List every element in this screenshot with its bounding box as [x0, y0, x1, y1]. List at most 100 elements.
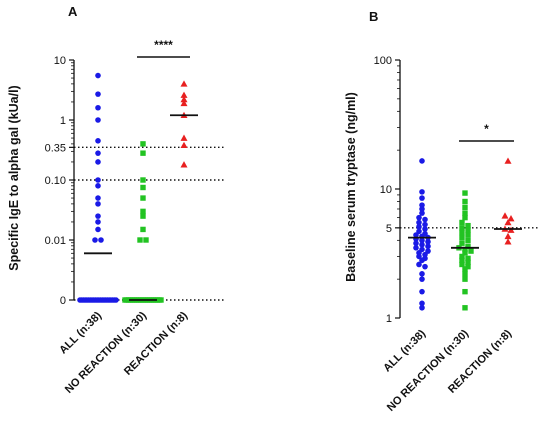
panel-b-point-s0-1	[419, 189, 425, 195]
panel-b-point-s0-6	[416, 214, 422, 221]
panel-b-point-s0-11	[422, 226, 428, 232]
panel-b-point-s0-22	[425, 243, 431, 250]
panel-b-point-s0-36	[419, 300, 425, 307]
panel-b-point-s0-18	[419, 237, 425, 244]
panel-a-point-s0-9	[95, 195, 101, 201]
panel-a-y-tick-label-5: 0	[60, 295, 66, 307]
panel-b-letter: B	[369, 9, 378, 24]
panel-b-point-s1-16	[462, 246, 468, 253]
panel-a-y-tick-label-1: 1	[60, 115, 66, 127]
panel-b-point-s0-34	[419, 276, 425, 282]
panel-a-point-s1-29	[158, 297, 164, 303]
panel-b-point-s0-20	[413, 240, 419, 247]
panel-b-point-s1-9	[459, 229, 465, 236]
panel-a-point-s0-7	[95, 177, 101, 183]
panel-b-point-s1-29	[462, 305, 468, 311]
panel-a-y-tick-label-2: 0.35	[45, 142, 66, 154]
panel-b-point-s0-32	[422, 263, 428, 270]
panel-b-point-s1-3	[462, 210, 468, 216]
panel-b-point-s0-2	[419, 195, 425, 201]
panel-b-point-s2-3	[504, 218, 512, 226]
panel-b-point-s1-0	[462, 190, 468, 196]
panel-a-point-s0-15	[98, 237, 104, 243]
panel-b-point-s0-21	[419, 241, 425, 248]
panel-b-y-tick-label-1: 10	[380, 184, 392, 196]
panel-a-point-s1-2	[140, 177, 146, 183]
panel-b-point-s1-21	[459, 257, 465, 264]
panel-b-category-label-0: ALL (n:38)	[381, 327, 428, 374]
panel-b-point-s1-14	[465, 243, 471, 249]
panel-a-point-s0-37	[113, 297, 119, 303]
panel-b-point-s1-8	[465, 227, 471, 233]
panel-a-category-label-0: ALL (n:38)	[57, 309, 104, 356]
panel-b-point-s0-5	[419, 210, 425, 216]
panel-b-category-label-1: NO REACTION (n:30)	[385, 327, 472, 414]
panel-a-point-s0-13	[95, 226, 101, 233]
panel-a-point-s1-0	[140, 141, 146, 147]
panel-a-letter: A	[68, 4, 78, 19]
panel-a-point-s2-2	[180, 95, 188, 103]
panel-b-y-tick-label-2: 5	[386, 223, 392, 235]
panel-b-point-s0-3	[419, 202, 425, 208]
panel-b-y-axis-title: Baseline serum tryptase (ng/ml)	[344, 92, 358, 282]
panel-a-y-tick-label-3: 0.10	[45, 175, 66, 187]
panel-a-point-s1-4	[140, 195, 146, 201]
panel-b-point-s1-5	[459, 219, 465, 226]
panel-a: A 10 1 0.35 0.10 0.01 0 Specific IgE to alpha …	[7, 4, 225, 396]
panel-b-point-s0-10	[416, 223, 422, 230]
panel-b-point-s1-25	[462, 266, 468, 272]
panel-a-point-s0-14	[92, 237, 98, 243]
panel-a-point-s2-6	[180, 141, 188, 149]
panel-b-point-s2-2	[507, 215, 515, 222]
panel-b-point-s1-23	[459, 261, 465, 268]
panel-a-point-s2-1	[180, 91, 188, 98]
panel-a-point-s0-12	[95, 219, 101, 225]
panel-b-point-s1-7	[459, 225, 465, 231]
panel-b-point-s1-27	[462, 276, 468, 282]
panel-a-category-label-1: NO REACTION (n:30)	[63, 309, 150, 396]
panel-b-point-s1-11	[459, 234, 465, 241]
panel-b-point-s2-1	[501, 212, 509, 219]
panel-b-point-s1-18	[462, 250, 468, 256]
panel-b-point-s0-9	[422, 221, 428, 228]
panel-a-point-s0-5	[95, 150, 101, 156]
panel-b-point-s1-17	[468, 248, 474, 254]
panel-a-significance-label: ****	[154, 38, 173, 52]
panel-b-point-s1-12	[465, 237, 471, 244]
panel-a-y-tick-label-4: 0.01	[45, 235, 66, 247]
panel-b-point-s0-31	[416, 261, 422, 268]
panel-b-point-s1-13	[459, 240, 465, 246]
panel-a-point-s1-5	[140, 208, 146, 215]
panel-b-point-s2-0	[504, 157, 512, 164]
panel-b-point-s0-30	[419, 257, 425, 264]
panel-b-point-s0-8	[416, 219, 422, 226]
panel-b-point-s1-20	[465, 255, 471, 262]
panel-b-point-s0-23	[413, 245, 419, 251]
panel-b-point-s1-26	[462, 271, 468, 277]
panel-a-point-s2-3	[180, 99, 188, 107]
panel-b-point-s1-28	[462, 288, 468, 295]
panel-a-point-s0-10	[95, 201, 101, 207]
panel-a-point-s0-1	[95, 91, 101, 97]
panel-b-point-s1-6	[465, 222, 471, 229]
panel-a-point-s0-8	[95, 183, 101, 189]
panel-b-point-s0-28	[416, 253, 422, 260]
panel-b-point-s1-24	[465, 263, 471, 270]
panel-a-point-s0-2	[95, 104, 101, 111]
panel-b-point-s0-33	[419, 271, 425, 277]
panel-a-point-s0-11	[95, 213, 101, 219]
panel-a-point-s1-3	[140, 184, 146, 191]
panel-a-y-axis-title: Specific IgE to alpha gal (kUa/l)	[7, 85, 21, 270]
panel-b-y-tick-label-3: 1	[386, 313, 392, 325]
panel-a-point-s0-4	[95, 138, 101, 144]
panel-b-point-s0-35	[419, 288, 425, 295]
panel-b-point-s1-4	[462, 214, 468, 221]
panel-b-y-tick-label-0: 100	[374, 55, 392, 67]
panel-b-point-s1-19	[459, 253, 465, 260]
panel-a-point-s0-3	[95, 117, 101, 123]
panel-a-point-s1-8	[137, 237, 143, 243]
panel-a-point-s2-7	[180, 161, 188, 168]
panel-a-point-s1-9	[143, 237, 149, 243]
panel-b-point-s1-22	[465, 259, 471, 266]
